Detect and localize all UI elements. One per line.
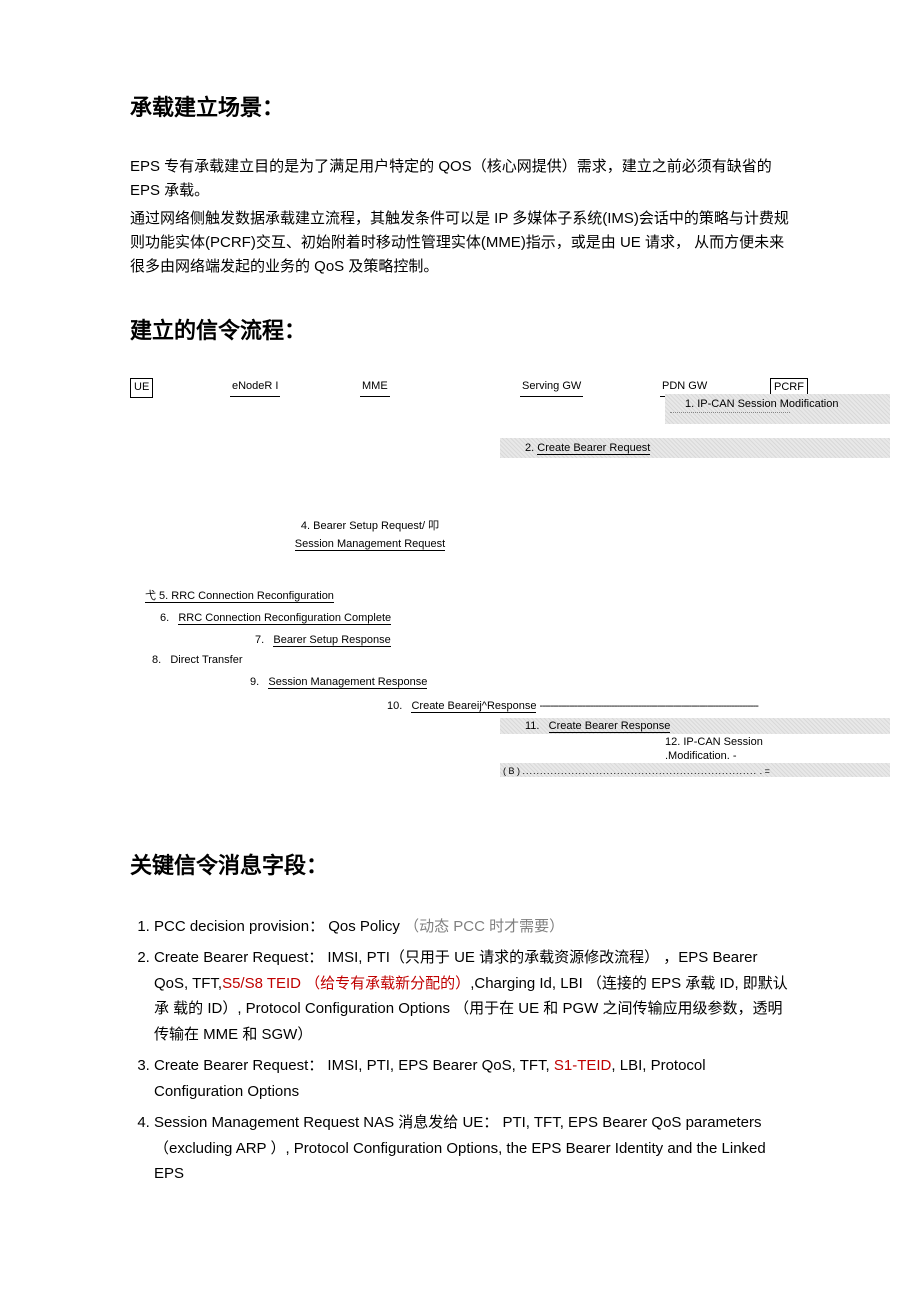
f3b: S1-TEID xyxy=(554,1057,612,1074)
msg-9-txt: Session Management Response xyxy=(268,676,427,689)
heading-flow: 建立的信令流程： xyxy=(130,313,790,348)
msg-10-num: 10. xyxy=(387,700,402,712)
msg-B-eq: . = xyxy=(760,766,770,776)
fields-list: PCC decision provision： Qos Policy （动态 P… xyxy=(130,914,790,1187)
msg-7-num: 7. xyxy=(255,634,264,646)
msg-8-txt: Direct Transfer xyxy=(170,654,242,666)
heading-scenario: 承载建立场景： xyxy=(130,90,790,125)
f1a: PCC decision provision： Qos Policy xyxy=(154,918,404,935)
f1b: （动态 PCC 时才需要） xyxy=(404,918,564,935)
node-mme: MME xyxy=(360,378,390,397)
heading-fields: 关键信令消息字段： xyxy=(130,848,790,883)
scenario-p1: EPS 专有承载建立目的是为了满足用户特定的 QOS（核心网提供）需求，建立之前… xyxy=(130,155,790,203)
msg-B-dash: ........................................… xyxy=(523,766,758,776)
msg-6-num: 6. xyxy=(160,612,169,624)
f3a: Create Bearer Request： IMSI, PTI, EPS Be… xyxy=(154,1057,554,1074)
msg-10-dash: ----------------------------------------… xyxy=(540,700,758,712)
node-enodeb: eNodeR I xyxy=(230,378,280,397)
msg-9-num: 9. xyxy=(250,676,259,688)
msg-8-num: 8. xyxy=(152,654,161,666)
fields-item-1: PCC decision provision： Qos Policy （动态 P… xyxy=(154,914,790,940)
msg-11-txt: Create Bearer Response xyxy=(549,720,671,733)
msg-5: 弋 5. RRC Connection Reconfiguration xyxy=(145,590,334,603)
msg-1: 1. IP-CAN Session Modification xyxy=(685,396,838,414)
msg-4a: 4. Bearer Setup Request/ 叩 xyxy=(275,518,465,536)
msg-2-num: 2. xyxy=(525,442,534,454)
fields-item-2: Create Bearer Request： IMSI, PTI（只用于 UE … xyxy=(154,945,790,1047)
fields-item-3: Create Bearer Request： IMSI, PTI, EPS Be… xyxy=(154,1053,790,1104)
msg-B: ( B ) xyxy=(503,766,520,776)
msg-10-txt: Create Beareij^Response xyxy=(411,700,536,713)
msg-2-txt: Create Bearer Request xyxy=(537,442,650,455)
signaling-diagram: UE eNodeR I MME Serving GW PDN GW PCRF 1… xyxy=(130,378,890,798)
msg-4b: Session Management Request xyxy=(295,538,445,551)
node-ue: UE xyxy=(130,378,153,398)
f4: Session Management Request NAS 消息发给 UE： … xyxy=(154,1114,766,1182)
fields-item-4: Session Management Request NAS 消息发给 UE： … xyxy=(154,1110,790,1187)
msg-12b: .Modification. - xyxy=(665,748,737,766)
scenario-p2: 通过网络侧触发数据承载建立流程，其触发条件可以是 IP 多媒体子系统(IMS)会… xyxy=(130,207,790,279)
f2b: S5/S8 TEID （给专有承载新分配的） xyxy=(222,975,470,992)
msg-6-txt: RRC Connection Reconfiguration Complete xyxy=(178,612,391,625)
node-sgw: Serving GW xyxy=(520,378,583,397)
msg-11-num: 11. xyxy=(525,720,539,732)
msg-7-txt: Bearer Setup Response xyxy=(273,634,390,647)
